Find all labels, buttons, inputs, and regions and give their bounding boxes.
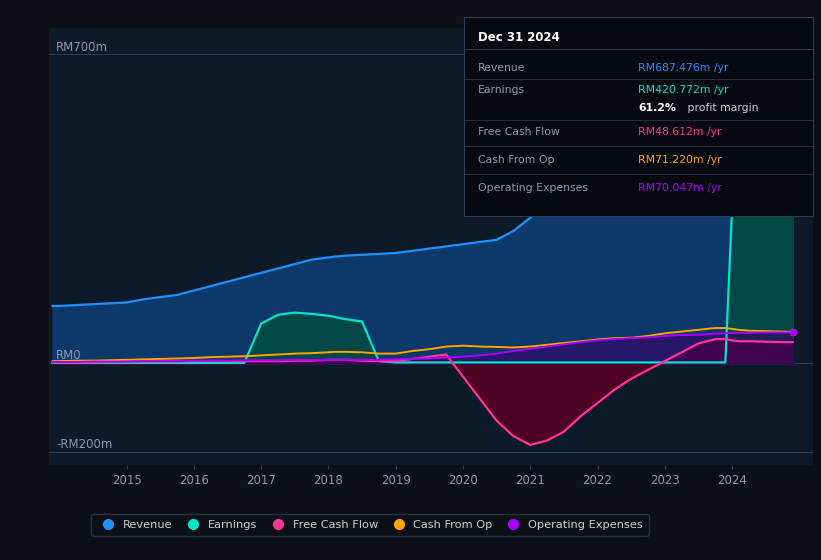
Text: RM420.772m /yr: RM420.772m /yr — [639, 85, 729, 95]
Point — [786, 328, 799, 337]
Text: Earnings: Earnings — [478, 85, 525, 95]
Text: RM70.047m /yr: RM70.047m /yr — [639, 183, 722, 193]
Text: Revenue: Revenue — [478, 63, 525, 73]
Point — [786, 173, 799, 182]
Text: RM48.612m /yr: RM48.612m /yr — [639, 127, 722, 137]
Text: profit margin: profit margin — [684, 103, 758, 113]
Text: RM0: RM0 — [56, 349, 81, 362]
Text: Free Cash Flow: Free Cash Flow — [478, 127, 560, 137]
Text: RM71.220m /yr: RM71.220m /yr — [639, 155, 722, 165]
Point — [786, 56, 799, 65]
Text: -RM200m: -RM200m — [56, 438, 112, 451]
Text: Cash From Op: Cash From Op — [478, 155, 554, 165]
Text: RM687.476m /yr: RM687.476m /yr — [639, 63, 729, 73]
Text: RM700m: RM700m — [56, 41, 108, 54]
Text: 61.2%: 61.2% — [639, 103, 677, 113]
Text: Operating Expenses: Operating Expenses — [478, 183, 588, 193]
Legend: Revenue, Earnings, Free Cash Flow, Cash From Op, Operating Expenses: Revenue, Earnings, Free Cash Flow, Cash … — [91, 514, 649, 535]
Text: Dec 31 2024: Dec 31 2024 — [478, 31, 560, 44]
Point — [786, 328, 799, 337]
